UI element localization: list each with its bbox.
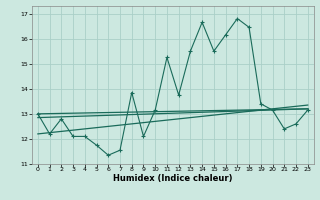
X-axis label: Humidex (Indice chaleur): Humidex (Indice chaleur) (113, 174, 233, 183)
